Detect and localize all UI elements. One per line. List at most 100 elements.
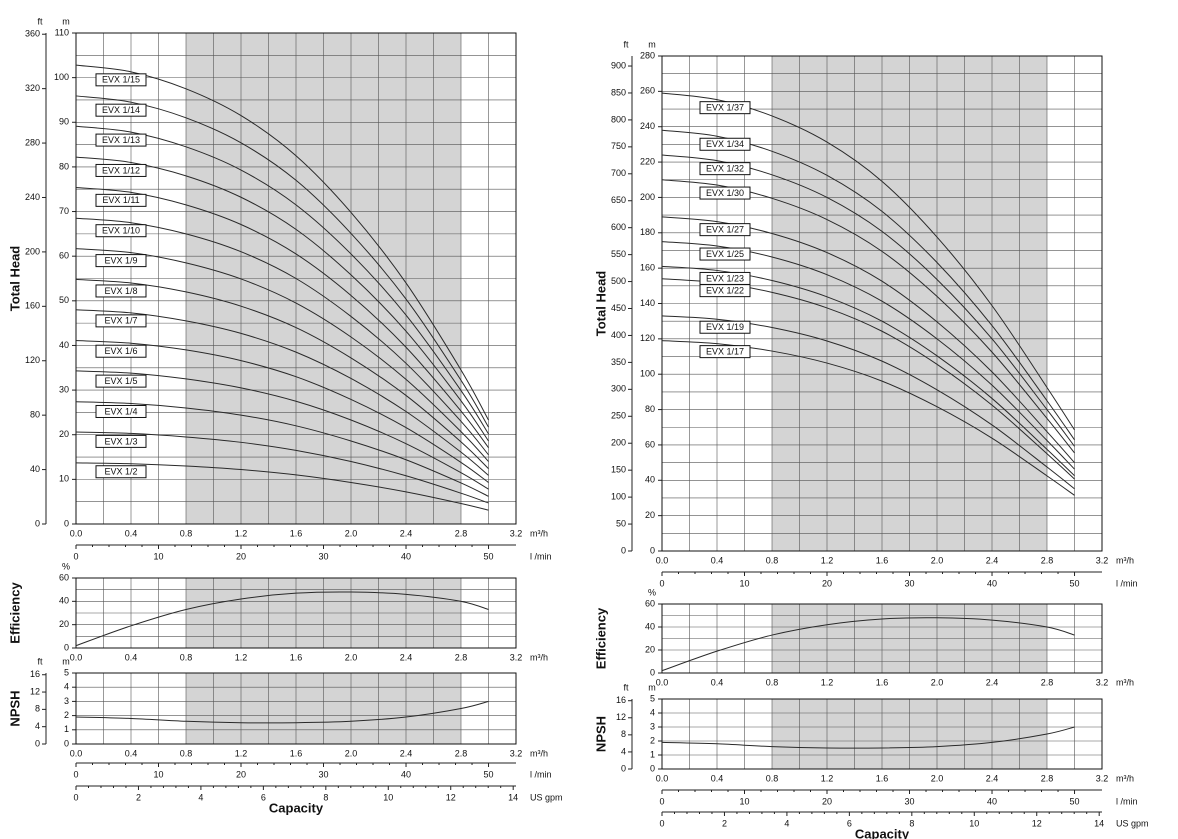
x-tick-label: 1.2 xyxy=(235,748,248,758)
y-tick-label: 3 xyxy=(650,721,655,731)
x2-tick-label: 30 xyxy=(319,551,329,561)
y-tick-label: 70 xyxy=(59,206,69,216)
y2-tick-label: 8 xyxy=(35,704,40,714)
curve-label: EVX 1/37 xyxy=(706,103,744,113)
x-tick-label: 0.4 xyxy=(125,652,138,662)
y2-tick-label: 600 xyxy=(611,222,626,232)
x2-tick-label: 40 xyxy=(401,551,411,561)
y2-tick-label: 550 xyxy=(611,249,626,259)
x-tick-label: 0.0 xyxy=(70,748,83,758)
y-tick-label: 80 xyxy=(645,404,655,414)
curve-label-box xyxy=(95,434,147,448)
y2-tick-label: 250 xyxy=(611,411,626,421)
y-tick-label: 180 xyxy=(640,227,655,237)
chart-panel: 0.0 0.4 0.8 1.2 1.6 2.0 2.4 2.8 3.2 m³/h012345m04… xyxy=(7,656,562,815)
curve xyxy=(661,726,1075,749)
x3-tick-label: 4 xyxy=(198,792,203,802)
curve xyxy=(661,617,1075,672)
plot-frame xyxy=(661,603,1103,674)
y-tick-label: 30 xyxy=(59,384,69,394)
chart-panel: 0.0 0.4 0.8 1.2 1.6 2.0 2.4 2.8 3.2 m³/h 0 10 20 30 40… xyxy=(7,16,551,561)
curve-label-box xyxy=(95,224,147,238)
chart-panel: 0.0 0.4 0.8 1.2 1.6 2.0 2.4 2.8 3.2 m³/h 0 20 40 60% E… xyxy=(593,587,1134,687)
y-tick-label: 0 xyxy=(650,763,655,773)
x-tick-label: 2.8 xyxy=(1041,773,1054,783)
x2-tick-label: 30 xyxy=(905,578,915,588)
x-unit: m³/h xyxy=(1116,677,1134,687)
y2-tick-label: 900 xyxy=(611,60,626,70)
x3-tick-label: 12 xyxy=(1032,818,1042,828)
curve-label: EVX 1/15 xyxy=(102,75,140,85)
curve xyxy=(75,431,489,504)
y-tick-label: 260 xyxy=(640,86,655,96)
x-tick-label: 1.6 xyxy=(876,677,889,687)
curve-label: EVX 1/19 xyxy=(706,322,744,332)
curve-label-box xyxy=(699,223,751,237)
x3-unit: US gpm xyxy=(1116,818,1149,828)
y-tick-label: 90 xyxy=(59,117,69,127)
x-tick-label: 2.0 xyxy=(931,773,944,783)
curve xyxy=(75,340,489,483)
x-unit: m³/h xyxy=(1116,773,1134,783)
y-tick-label: 20 xyxy=(645,644,655,654)
y-unit: % xyxy=(62,561,70,571)
y-tick-label: 3 xyxy=(64,696,69,706)
y2-unit: ft xyxy=(37,656,43,666)
x-tick-label: 0.0 xyxy=(70,652,83,662)
curve-label-box xyxy=(699,137,751,151)
chart-panel: 0.0 0.4 0.8 1.2 1.6 2.0 2.4 2.8 3.2 m³/h 0 20 40 60 80… xyxy=(593,39,1137,588)
x3-tick-label: 10 xyxy=(383,792,393,802)
y-axis-title: NPSH xyxy=(7,690,22,726)
curve-label-box xyxy=(699,186,751,200)
y2-tick-label: 650 xyxy=(611,195,626,205)
plot-frame xyxy=(75,577,517,649)
y-tick-label: 200 xyxy=(640,192,655,202)
x3-tick-label: 4 xyxy=(784,818,789,828)
x-tick-label: 2.8 xyxy=(1041,555,1054,565)
y2-tick-label: 0 xyxy=(35,518,40,528)
x2-tick-label: 50 xyxy=(1070,578,1080,588)
y-tick-label: 0 xyxy=(64,642,69,652)
y-tick-label: 1 xyxy=(64,724,69,734)
curve-label: EVX 1/14 xyxy=(102,105,140,115)
curve-label: EVX 1/11 xyxy=(102,195,139,205)
y2-unit: ft xyxy=(37,16,43,26)
curve-label: EVX 1/30 xyxy=(706,188,744,198)
y2-tick-label: 750 xyxy=(611,141,626,151)
curve xyxy=(75,278,489,470)
curve xyxy=(75,186,489,448)
curve-label: EVX 1/12 xyxy=(102,165,140,175)
x2-tick-label: 40 xyxy=(987,578,997,588)
x2-tick-label: 20 xyxy=(822,578,832,588)
curve-label: EVX 1/8 xyxy=(104,286,137,296)
x2-tick-label: 10 xyxy=(153,769,163,779)
x-tick-label: 2.8 xyxy=(1041,677,1054,687)
y-tick-label: 40 xyxy=(645,621,655,631)
x3-tick-label: 14 xyxy=(508,792,518,802)
y2-tick-label: 16 xyxy=(30,669,40,679)
y2-tick-label: 0 xyxy=(621,545,626,555)
y-tick-label: 100 xyxy=(54,72,69,82)
curve-label-box xyxy=(95,404,147,418)
y-tick-label: 0 xyxy=(64,738,69,748)
x-tick-label: 0.8 xyxy=(766,773,779,783)
x3-tick-label: 6 xyxy=(847,818,852,828)
curve-label-box xyxy=(95,73,147,87)
curve-label-box xyxy=(95,163,147,177)
x3-tick-label: 0 xyxy=(659,818,664,828)
y-tick-label: 100 xyxy=(640,369,655,379)
y2-tick-label: 200 xyxy=(25,246,40,256)
x-tick-label: 0.8 xyxy=(180,528,193,538)
x-tick-label: 2.8 xyxy=(455,652,468,662)
x-tick-label: 0.0 xyxy=(70,528,83,538)
y-unit: m xyxy=(62,656,70,666)
x3-tick-label: 2 xyxy=(136,792,141,802)
curve-label: EVX 1/27 xyxy=(706,225,744,235)
x3-tick-label: 8 xyxy=(909,818,914,828)
curve xyxy=(75,217,489,456)
y2-tick-label: 360 xyxy=(25,29,40,39)
curve-label: EVX 1/4 xyxy=(104,406,137,416)
curve xyxy=(75,462,489,511)
y-tick-label: 60 xyxy=(645,598,655,608)
y2-tick-label: 400 xyxy=(611,330,626,340)
